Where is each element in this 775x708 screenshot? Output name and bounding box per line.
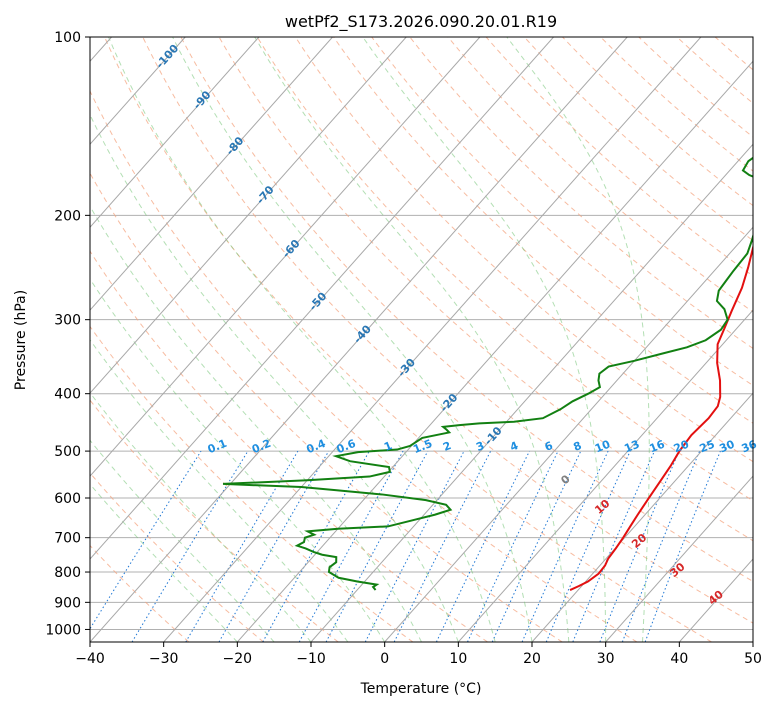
dry-adiabat-line xyxy=(180,37,753,582)
x-tick-label: 30 xyxy=(597,651,615,667)
y-tick-label: 800 xyxy=(54,565,81,581)
moist-adiabat-line xyxy=(172,37,533,642)
x-axis: −40 −30 −20 −10 0 10 20 30 40 50 xyxy=(75,642,762,667)
dry-adiabat-line xyxy=(90,172,563,642)
x-tick-label: 40 xyxy=(670,651,688,667)
plot-frame xyxy=(89,36,754,643)
chart-title: wetPf2_S173.2026.090.20.01.R19 xyxy=(285,12,557,32)
mixing-ratio-line xyxy=(545,450,631,642)
dry-adiabat-line xyxy=(371,37,753,387)
mixing-ratio-line xyxy=(262,450,370,642)
y-tick-label: 700 xyxy=(54,531,81,547)
isotherm-line xyxy=(90,37,407,394)
moist-adiabat-line xyxy=(506,37,650,642)
data-lines xyxy=(222,156,753,591)
mixing-ratio-label: 30 xyxy=(717,437,736,455)
temperature-line xyxy=(569,243,753,591)
mixing-ratio-label: 13 xyxy=(622,438,641,456)
mixing-ratio-line xyxy=(621,450,701,642)
mixing-ratio-line xyxy=(298,450,404,642)
moist-adiabat-line xyxy=(90,439,275,642)
moist-adiabat-line xyxy=(90,483,238,642)
y-tick-label: 1000 xyxy=(45,622,81,638)
mixing-ratio-label: 16 xyxy=(647,437,666,455)
mixing-ratio-label: 10 xyxy=(593,437,612,455)
moist-adiabat-line xyxy=(108,37,496,642)
moist-adiabat-line xyxy=(254,37,570,642)
dry-adiabat-line xyxy=(256,37,753,502)
mixing-ratio-line xyxy=(393,450,492,642)
x-axis-label: Temperature (°C) xyxy=(360,681,482,697)
dry-adiabat-line xyxy=(90,325,414,642)
y-tick-label: 900 xyxy=(54,595,81,611)
mixing-ratio-label: 36 xyxy=(740,437,759,455)
isotherm-line xyxy=(90,37,333,311)
dry-adiabat-line xyxy=(90,472,264,642)
y-tick-label: 300 xyxy=(54,313,81,329)
dry-adiabat-line xyxy=(90,89,638,642)
isotherm-line xyxy=(90,37,481,477)
isotherm-line xyxy=(90,37,628,642)
mixing-ratio-label: 3 xyxy=(474,439,486,454)
y-tick-label: 100 xyxy=(54,30,81,46)
dewpoint-line xyxy=(222,156,753,591)
isotherm-line xyxy=(384,226,753,642)
x-tick-label: 20 xyxy=(523,651,541,667)
mixing-ratio-line xyxy=(644,450,721,642)
x-tick-label: −20 xyxy=(223,651,253,667)
isotherm-line xyxy=(90,37,554,560)
isotherm-line xyxy=(605,475,753,642)
moist-adiabat-line xyxy=(90,278,386,642)
mixing-ratio-label: 1 xyxy=(382,439,394,454)
moist-adiabat-line xyxy=(90,113,459,642)
background-lines xyxy=(90,37,753,642)
y-tick-label: 200 xyxy=(54,208,81,224)
mixing-ratio-label: 20 xyxy=(672,437,691,455)
y-tick-label: 500 xyxy=(54,444,81,460)
isotherm-line xyxy=(310,143,753,642)
isotherm-line xyxy=(163,37,702,642)
isotherm-line xyxy=(236,60,753,642)
dry-adiabat-line xyxy=(294,37,753,463)
mixing-ratio-label: 8 xyxy=(571,439,583,454)
y-axis-label: Pressure (hPa) xyxy=(13,290,29,390)
dry-adiabat-line xyxy=(409,37,753,350)
y-tick-label: 600 xyxy=(54,491,81,507)
x-tick-label: −40 xyxy=(75,651,105,667)
x-tick-label: −30 xyxy=(149,651,179,667)
x-tick-label: 10 xyxy=(449,651,467,667)
mixing-ratio-label: 2 xyxy=(441,439,453,454)
mixing-ratio-line xyxy=(521,450,609,642)
mixing-ratio-label: 25 xyxy=(698,438,717,456)
isotherm-line xyxy=(90,37,260,228)
y-axis: 100 200 300 400 500 600 700 800 900 1000 xyxy=(45,30,90,638)
x-tick-label: 50 xyxy=(744,651,762,667)
mixing-ratio-line xyxy=(325,450,429,642)
x-tick-label: 0 xyxy=(380,651,389,667)
y-tick-label: 400 xyxy=(54,387,81,403)
mixing-ratio-line xyxy=(599,450,680,642)
moist-adiabat-line xyxy=(362,37,607,642)
dry-adiabat-line xyxy=(104,37,712,642)
isotherm-line xyxy=(90,37,186,146)
isotherm-line xyxy=(457,309,753,642)
x-tick-label: −10 xyxy=(296,651,326,667)
